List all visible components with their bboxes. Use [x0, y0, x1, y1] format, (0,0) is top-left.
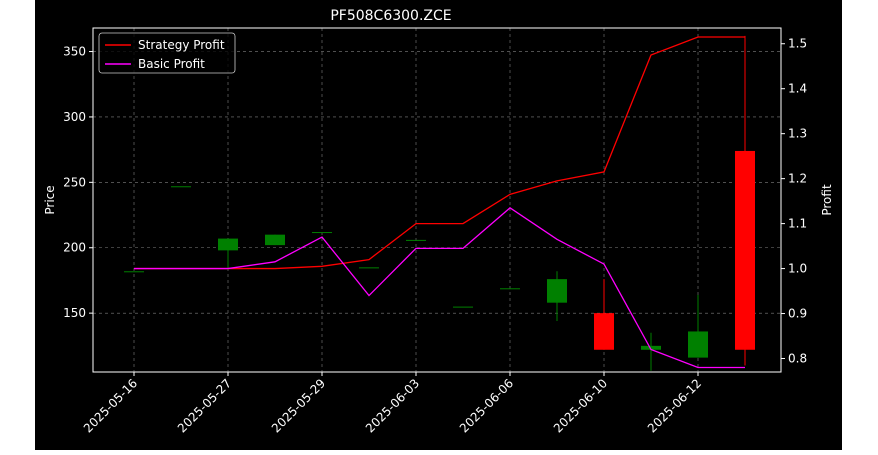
x-tick-label: 2025-06-03	[363, 376, 422, 435]
candle-body	[265, 234, 285, 246]
y-right-tick-label: 1.3	[788, 127, 807, 141]
x-tick-label: 2025-06-06	[457, 376, 516, 435]
y-left-tick-label: 350	[63, 45, 86, 59]
candle	[359, 267, 379, 269]
candle	[547, 271, 567, 321]
candle	[641, 332, 661, 371]
candle	[218, 238, 238, 270]
candle-body	[453, 306, 473, 308]
chart-figure: PF508C6300.ZCE 2025-05-16 2025-05-27 2025-…	[35, 0, 842, 450]
profit-lines	[134, 36, 745, 369]
legend-box	[98, 32, 236, 74]
candle	[312, 232, 332, 234]
y-right-tick-label: 1.4	[788, 82, 807, 96]
y-right-tick-label: 0.9	[788, 307, 807, 321]
x-tick-label: 2025-06-12	[645, 376, 704, 435]
candle	[265, 234, 285, 246]
y-left-tick-label: 300	[63, 110, 86, 124]
series-line-basic-profit	[134, 207, 745, 369]
y-right-tick-label: 1.2	[788, 172, 807, 186]
x-tick-label: 2025-05-29	[269, 376, 328, 435]
candle-body	[124, 271, 144, 273]
axes: 2025-05-16 2025-05-27 2025-05-29 2025-06-03…	[63, 37, 807, 436]
legend: Strategy Profit Basic Profit	[98, 32, 236, 74]
candle	[735, 35, 755, 366]
y-right-tick-label: 1.1	[788, 217, 807, 231]
candle-body	[500, 288, 520, 290]
y-left-tick-label: 200	[63, 241, 86, 255]
candle	[171, 186, 191, 188]
y-right-tick-label: 1.0	[788, 262, 807, 276]
y-right-tick-label: 1.5	[788, 37, 807, 51]
grid-lines	[93, 28, 781, 372]
x-tick-label: 2025-05-27	[175, 376, 234, 435]
candle-body	[594, 313, 614, 350]
candle	[688, 294, 708, 358]
candle-body	[641, 345, 661, 350]
x-tick-label: 2025-06-10	[551, 376, 610, 435]
candles	[124, 35, 755, 371]
plot-frame	[92, 27, 782, 373]
y-left-tick-label: 250	[63, 175, 86, 189]
candle-body	[171, 186, 191, 188]
candle-body	[218, 238, 238, 251]
candle	[124, 271, 144, 273]
y-axis-left-label: Price	[43, 185, 57, 214]
candle	[500, 288, 520, 290]
legend-label: Basic Profit	[138, 57, 205, 71]
y-axis-right-label: Profit	[820, 184, 834, 216]
candle	[406, 239, 426, 241]
candle-body	[312, 232, 332, 234]
y-right-tick-label: 0.8	[788, 352, 807, 366]
candle-body	[406, 239, 426, 241]
series-line-strategy-profit	[134, 36, 745, 270]
candle-body	[359, 267, 379, 269]
candle-body	[688, 331, 708, 358]
chart-title: PF508C6300.ZCE	[330, 8, 451, 24]
candle	[453, 306, 473, 308]
chart-svg: PF508C6300.ZCE 2025-05-16 2025-05-27 2025-…	[43, 8, 834, 436]
candle-body	[547, 279, 567, 303]
x-tick-label: 2025-05-16	[81, 376, 140, 435]
candle	[594, 279, 614, 350]
legend-label: Strategy Profit	[138, 38, 225, 52]
y-left-tick-label: 150	[63, 306, 86, 320]
candle-body	[735, 150, 755, 350]
